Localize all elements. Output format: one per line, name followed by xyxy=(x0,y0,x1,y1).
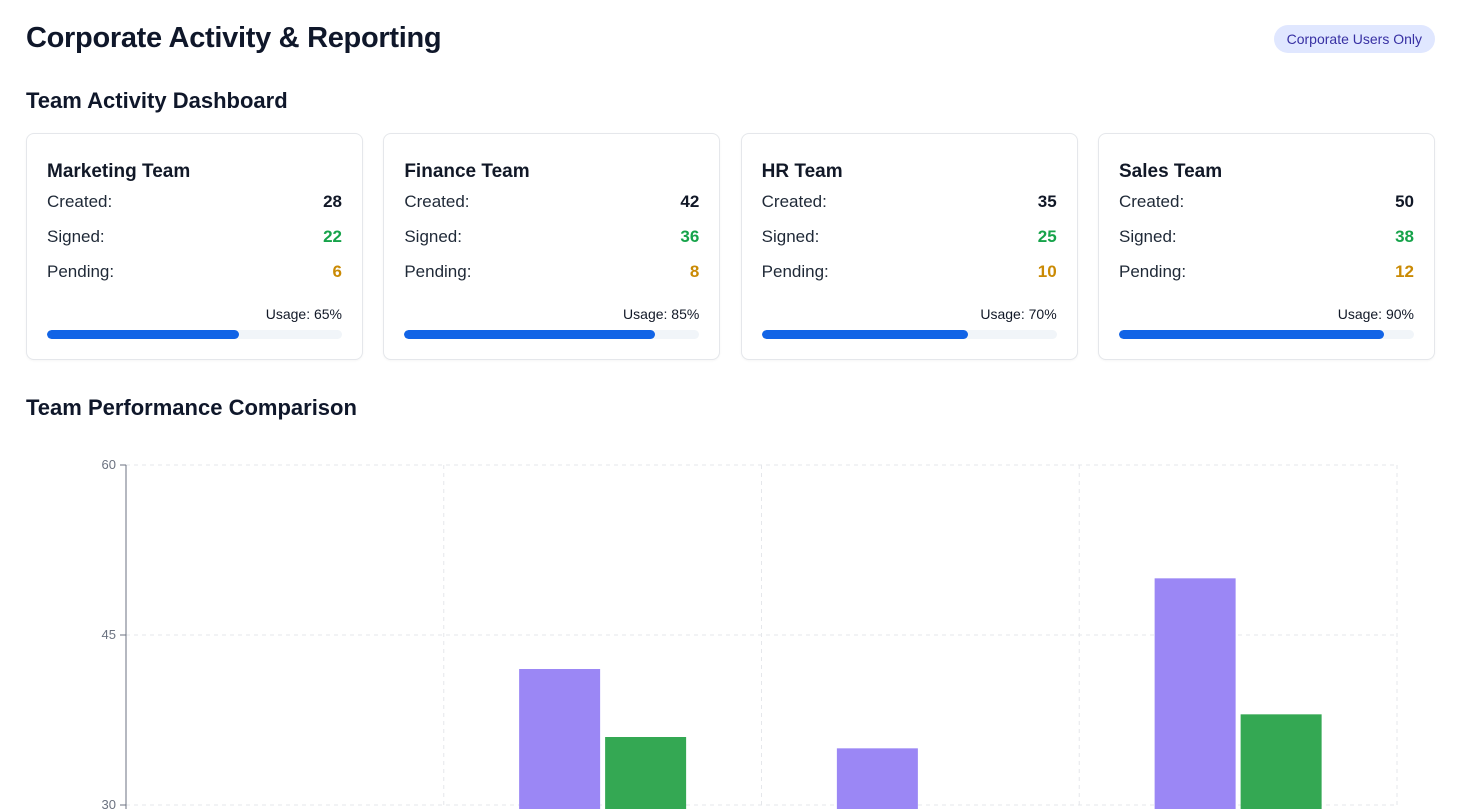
stat-row-created: Created: 28 xyxy=(47,184,342,219)
stat-row-pending: Pending: 10 xyxy=(762,254,1057,289)
y-tick-label: 60 xyxy=(102,457,116,472)
team-card-title: Finance Team xyxy=(404,161,530,182)
access-badge: Corporate Users Only xyxy=(1273,25,1435,53)
usage-progress-fill xyxy=(47,330,239,339)
stat-label: Created: xyxy=(404,191,470,211)
signed-count: 38 xyxy=(1395,226,1414,246)
usage-label: Usage: 85% xyxy=(623,306,700,322)
usage-progress-fill xyxy=(761,330,969,339)
stat-label: Signed: xyxy=(404,226,462,246)
y-tick-label: 45 xyxy=(102,627,116,642)
comparison-section-title: Team Performance Comparison xyxy=(26,395,357,420)
stat-label: Pending: xyxy=(47,261,115,281)
created-count: 42 xyxy=(680,191,700,211)
usage-label: Usage: 90% xyxy=(1337,306,1414,322)
team-card-marketing: Marketing Team Created: 28 Signed: 22 Pe… xyxy=(26,133,363,360)
stat-label: Signed: xyxy=(761,226,820,246)
usage-progress-bar xyxy=(761,330,1057,339)
stat-row-created: Created: 50 xyxy=(1119,184,1414,219)
pending-count: 8 xyxy=(689,261,700,281)
pending-count: 6 xyxy=(332,261,342,281)
usage-progress-fill xyxy=(1118,330,1385,339)
signed-count: 25 xyxy=(1037,226,1057,246)
stat-row-signed: Signed: 38 xyxy=(1119,219,1414,254)
stat-row-created: Created: 42 xyxy=(404,184,699,219)
dashboard-section-title: Team Activity Dashboard xyxy=(26,88,288,113)
created-count: 28 xyxy=(323,191,342,211)
created-count: 50 xyxy=(1395,191,1414,211)
usage-label: Usage: 65% xyxy=(265,306,342,322)
bar-created-hr-team xyxy=(836,748,918,809)
page-title: Corporate Activity & Reporting xyxy=(26,22,442,54)
usage-progress-bar xyxy=(404,330,700,339)
team-card-title: Marketing Team xyxy=(47,161,191,182)
bar-created-finance-team xyxy=(519,669,601,809)
created-count: 35 xyxy=(1037,191,1057,211)
team-card-title: HR Team xyxy=(761,161,843,182)
stat-row-signed: Signed: 25 xyxy=(762,219,1057,254)
signed-count: 22 xyxy=(323,226,342,246)
stat-label: Created: xyxy=(761,191,827,211)
team-performance-chart: 60 45 30 xyxy=(102,457,1398,809)
stat-label: Pending: xyxy=(1118,261,1187,281)
stat-label: Pending: xyxy=(761,261,829,281)
team-card-hr: HR Team Created: 35 Signed: 25 Pending: … xyxy=(740,133,1078,360)
bar-signed-finance-team xyxy=(605,737,687,809)
team-card-finance: Finance Team Created: 42 Signed: 36 Pend… xyxy=(383,133,721,360)
usage-progress-bar xyxy=(47,330,342,339)
stat-label: Created: xyxy=(1118,191,1185,211)
pending-count: 12 xyxy=(1395,261,1414,281)
stat-row-created: Created: 35 xyxy=(762,184,1057,219)
stat-row-pending: Pending: 8 xyxy=(404,254,699,289)
bar-created-sales-team xyxy=(1154,578,1236,809)
usage-progress-bar xyxy=(1118,330,1414,339)
bar-signed-sales-team xyxy=(1240,714,1322,809)
usage-label: Usage: 70% xyxy=(980,306,1057,322)
stat-label: Signed: xyxy=(47,226,105,246)
y-tick-label: 30 xyxy=(102,797,116,809)
stat-row-signed: Signed: 22 xyxy=(47,219,342,254)
stat-label: Pending: xyxy=(404,261,472,281)
stat-row-pending: Pending: 6 xyxy=(47,254,342,289)
pending-count: 10 xyxy=(1037,261,1057,281)
team-cards: Marketing Team Created: 28 Signed: 22 Pe… xyxy=(26,133,1435,360)
signed-count: 36 xyxy=(680,226,700,246)
stat-label: Signed: xyxy=(1118,226,1177,246)
stat-row-pending: Pending: 12 xyxy=(1119,254,1414,289)
team-card-title: Sales Team xyxy=(1118,161,1223,182)
stat-row-signed: Signed: 36 xyxy=(404,219,699,254)
stat-label: Created: xyxy=(47,191,113,211)
usage-progress-fill xyxy=(404,330,656,339)
team-card-sales: Sales Team Created: 50 Signed: 38 Pendin… xyxy=(1097,133,1435,360)
